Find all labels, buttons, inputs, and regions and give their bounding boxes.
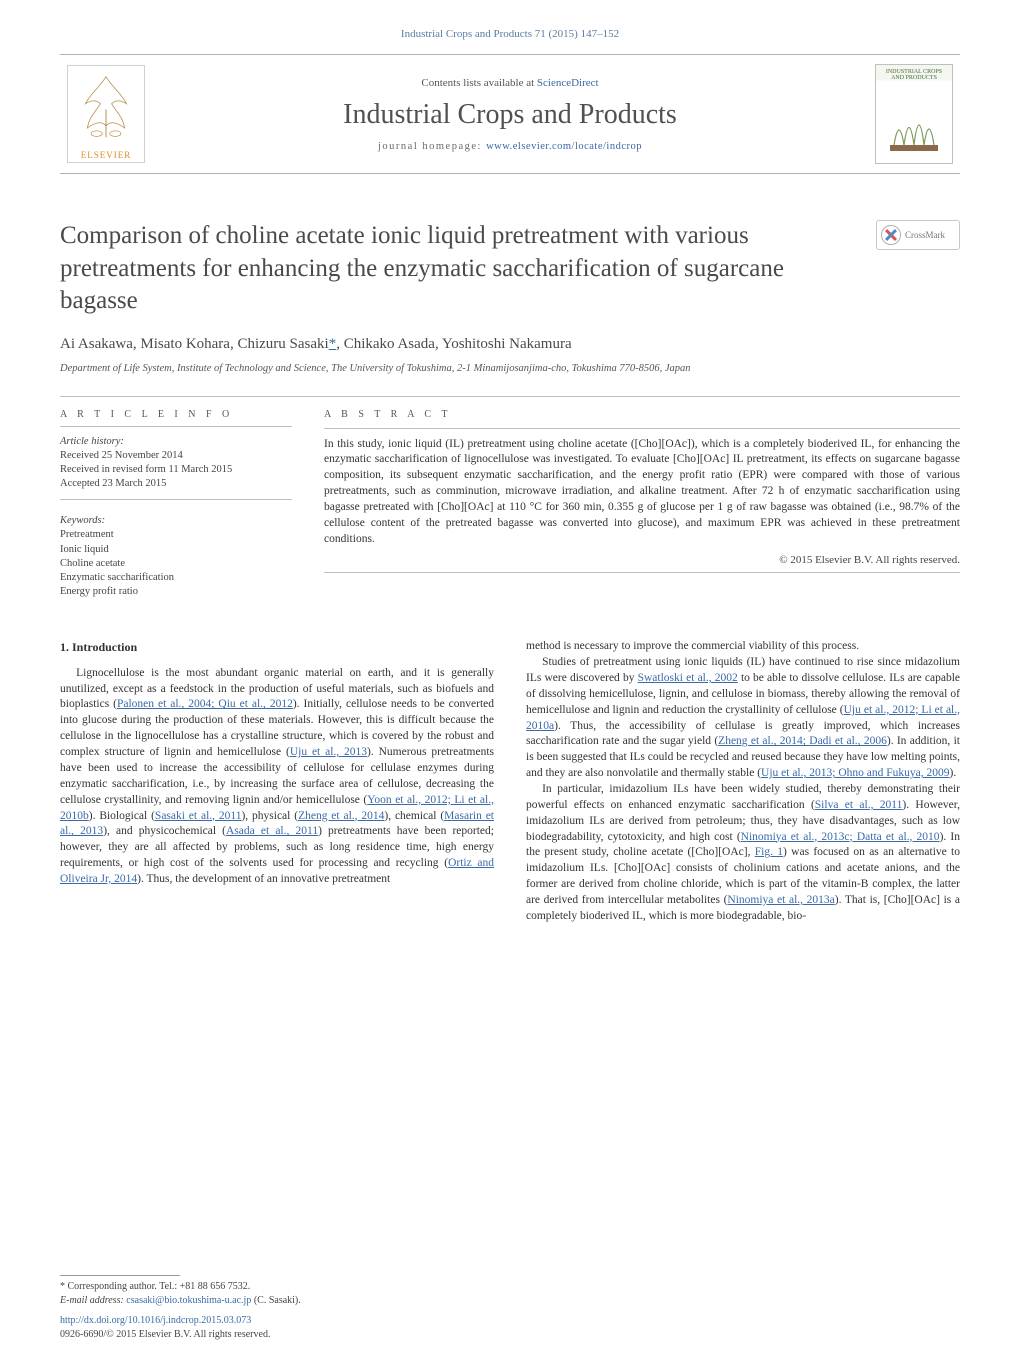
article-history-block: Article history: Received 25 November 20…: [60, 435, 292, 600]
divider: [60, 396, 960, 397]
crossmark-label: CrossMark: [905, 230, 945, 240]
citation-link[interactable]: Zheng et al., 2014: [298, 810, 384, 822]
article-title-row: Comparison of choline acetate ionic liqu…: [60, 220, 960, 318]
citation-link[interactable]: Sasaki et al., 2011: [155, 810, 242, 822]
crossmark-icon: [881, 225, 901, 245]
received-date: Received 25 November 2014: [60, 450, 183, 461]
citation-link[interactable]: Uju et al., 2013; Ohno and Fukuya, 2009: [761, 767, 949, 779]
body-left-column: 1. Introduction Lignocellulose is the mo…: [60, 639, 494, 924]
article-info-column: A R T I C L E I N F O Article history: R…: [60, 409, 292, 600]
elsevier-label: ELSEVIER: [81, 150, 132, 162]
authors-before-corresp: Ai Asakawa, Misato Kohara, Chizuru Sasak…: [60, 336, 329, 352]
citation-link[interactable]: Uju et al., 2013: [290, 746, 367, 758]
journal-cover-image[interactable]: INDUSTRIAL CROPS AND PRODUCTS: [875, 64, 953, 164]
article-info-heading: A R T I C L E I N F O: [60, 409, 292, 427]
divider: [324, 572, 960, 573]
divider: [60, 1275, 180, 1276]
elsevier-logo-block: ELSEVIER: [60, 55, 152, 173]
journal-homepage-line: journal homepage: www.elsevier.com/locat…: [152, 141, 868, 152]
body-right-column: method is necessary to improve the comme…: [526, 639, 960, 924]
citation-link[interactable]: Ninomiya et al., 2013a: [727, 894, 834, 906]
sciencedirect-link[interactable]: ScienceDirect: [537, 77, 599, 89]
email-line: E-mail address: csasaki@bio.tokushima-u.…: [60, 1294, 480, 1308]
citation-link[interactable]: Silva et al., 2011: [815, 799, 903, 811]
citation-link[interactable]: Ninomiya et al., 2013c; Datta et al., 20…: [741, 831, 940, 843]
abstract-text: In this study, ionic liquid (IL) pretrea…: [324, 437, 960, 548]
keyword: Pretreatment: [60, 529, 114, 540]
journal-header-strip: ELSEVIER Contents lists available at Sci…: [60, 54, 960, 174]
email-label: E-mail address:: [60, 1295, 126, 1306]
paragraph: In particular, imidazolium ILs have been…: [526, 782, 960, 925]
contents-prefix: Contents lists available at: [421, 77, 536, 89]
section-heading: 1. Introduction: [60, 639, 494, 656]
keyword: Choline acetate: [60, 558, 125, 569]
issn-copyright-line: 0926-6690/© 2015 Elsevier B.V. All right…: [60, 1329, 270, 1340]
article-history-label: Article history:: [60, 436, 124, 447]
revised-date: Received in revised form 11 March 2015: [60, 464, 232, 475]
affiliation: Department of Life System, Institute of …: [60, 363, 960, 374]
article-title: Comparison of choline acetate ionic liqu…: [60, 220, 860, 318]
divider: [324, 428, 960, 429]
citation-link[interactable]: Swatloski et al., 2002: [638, 672, 738, 684]
accepted-date: Accepted 23 March 2015: [60, 478, 166, 489]
journal-reference: Industrial Crops and Products 71 (2015) …: [60, 28, 960, 40]
abstract-column: A B S T R A C T In this study, ionic liq…: [324, 409, 960, 600]
doi-link[interactable]: http://dx.doi.org/10.1016/j.indcrop.2015…: [60, 1315, 251, 1326]
keyword: Ionic liquid: [60, 544, 109, 555]
keyword: Enzymatic saccharification: [60, 572, 174, 583]
keywords-label: Keywords:: [60, 514, 292, 528]
body-columns: 1. Introduction Lignocellulose is the mo…: [60, 639, 960, 924]
journal-title: Industrial Crops and Products: [152, 99, 868, 131]
authors-after-corresp: , Chikako Asada, Yoshitoshi Nakamura: [336, 336, 571, 352]
elsevier-tree-icon: [78, 72, 134, 139]
email-attribution: (C. Sasaki).: [251, 1295, 300, 1306]
journal-cover-block: INDUSTRIAL CROPS AND PRODUCTS: [868, 55, 960, 173]
abstract-copyright: © 2015 Elsevier B.V. All rights reserved…: [324, 554, 960, 566]
citation-link[interactable]: Asada et al., 2011: [226, 825, 318, 837]
keyword: Energy profit ratio: [60, 586, 138, 597]
paragraph: method is necessary to improve the comme…: [526, 639, 960, 655]
contents-available-line: Contents lists available at ScienceDirec…: [152, 77, 868, 89]
paragraph: Studies of pretreatment using ionic liqu…: [526, 655, 960, 782]
paragraph: Lignocellulose is the most abundant orga…: [60, 666, 494, 888]
header-center: Contents lists available at ScienceDirec…: [152, 55, 868, 173]
citation-link[interactable]: Palonen et al., 2004; Qiu et al., 2012: [117, 698, 293, 710]
journal-homepage-link[interactable]: www.elsevier.com/locate/indcrop: [486, 141, 642, 152]
abstract-heading: A B S T R A C T: [324, 409, 960, 420]
footer-corresponding-author: * Corresponding author. Tel.: +81 88 656…: [60, 1275, 480, 1307]
info-abstract-row: A R T I C L E I N F O Article history: R…: [60, 409, 960, 600]
cover-art-icon: [884, 95, 944, 155]
divider: [60, 499, 292, 500]
authors-line: Ai Asakawa, Misato Kohara, Chizuru Sasak…: [60, 336, 960, 353]
citation-link[interactable]: Zheng et al., 2014; Dadi et al., 2006: [718, 735, 887, 747]
cover-title: INDUSTRIAL CROPS AND PRODUCTS: [880, 69, 948, 82]
figure-link[interactable]: Fig. 1: [755, 846, 783, 858]
elsevier-logo[interactable]: ELSEVIER: [67, 65, 145, 163]
corresponding-author-line: * Corresponding author. Tel.: +81 88 656…: [60, 1280, 480, 1294]
email-link[interactable]: csasaki@bio.tokushima-u.ac.jp: [126, 1295, 251, 1306]
homepage-prefix: journal homepage:: [378, 141, 486, 152]
doi-footer: http://dx.doi.org/10.1016/j.indcrop.2015…: [60, 1314, 270, 1341]
crossmark-badge[interactable]: CrossMark: [876, 220, 960, 250]
